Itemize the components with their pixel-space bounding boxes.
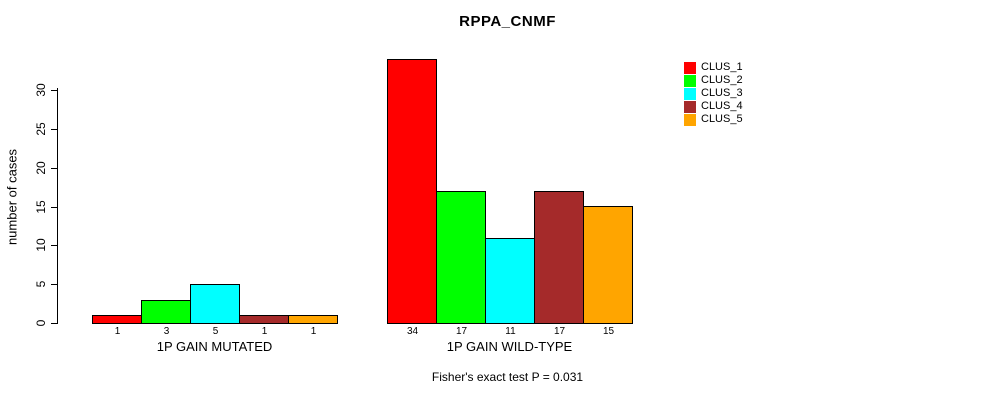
bar-value-label: 17 [455,326,468,337]
y-tick [51,128,57,130]
legend-swatch-clus_2 [684,74,696,87]
y-axis-line [57,88,58,324]
legend-item: CLUS_3 [684,87,743,100]
bar-value-label: 11 [505,326,516,337]
legend-swatch-clus_4 [684,100,696,113]
y-axis-title: number of cases [4,148,20,245]
legend-item: CLUS_1 [684,61,743,74]
legend-swatch-clus_3 [684,87,696,100]
bar-clus_4-group1 [239,315,289,324]
bar-value-label: 17 [553,326,566,337]
legend-item: CLUS_2 [684,74,743,87]
y-tick [51,323,57,324]
bar-clus_3-group2 [485,238,535,324]
y-tick [51,284,57,286]
y-tick [51,245,57,247]
chart-title: RPPA_CNMF [459,13,556,30]
group-label: 1P GAIN MUTATED [156,339,273,354]
bar-clus_1-group2 [387,59,437,324]
y-tick-label: 25 [34,122,48,136]
y-tick [51,167,57,169]
legend-label: CLUS_1 [701,61,743,73]
bar-value-label: 1 [261,326,268,337]
legend: CLUS_1 CLUS_2 CLUS_3 CLUS_4 CLUS_5 [684,61,743,126]
bar-clus_2-group1 [141,300,191,324]
bar-clus_3-group1 [190,284,240,324]
bar-value-label: 15 [602,326,615,337]
legend-swatch-clus_5 [684,113,696,126]
legend-item: CLUS_5 [684,113,743,126]
legend-label: CLUS_5 [701,113,743,125]
y-tick [51,206,57,208]
y-tick-label: 30 [34,83,48,97]
legend-label: CLUS_3 [701,87,743,99]
y-tick-label: 15 [34,199,48,214]
bar-value-label: 3 [163,326,170,337]
bar-value-label: 34 [406,326,419,337]
bar-value-label: 1 [310,326,317,337]
bar-value-label: 1 [114,326,121,337]
y-tick [51,90,57,91]
legend-label: CLUS_2 [701,74,743,86]
bar-clus_5-group2 [583,206,633,324]
y-tick-label: 0 [34,319,48,327]
y-tick-label: 10 [34,238,48,253]
legend-item: CLUS_4 [684,100,743,113]
bar-clus_5-group1 [288,315,338,324]
group-label: 1P GAIN WILD-TYPE [446,339,573,354]
legend-label: CLUS_4 [701,100,743,112]
footer-annotation: Fisher's exact test P = 0.031 [431,370,584,384]
bar-clus_1-group1 [92,315,142,324]
y-tick-label: 5 [34,280,48,288]
y-tick-label: 20 [34,160,48,175]
bar-clus_2-group2 [436,191,486,324]
bar-value-label: 5 [212,326,219,337]
legend-swatch-clus_1 [684,61,696,74]
bar-clus_4-group2 [534,191,584,324]
